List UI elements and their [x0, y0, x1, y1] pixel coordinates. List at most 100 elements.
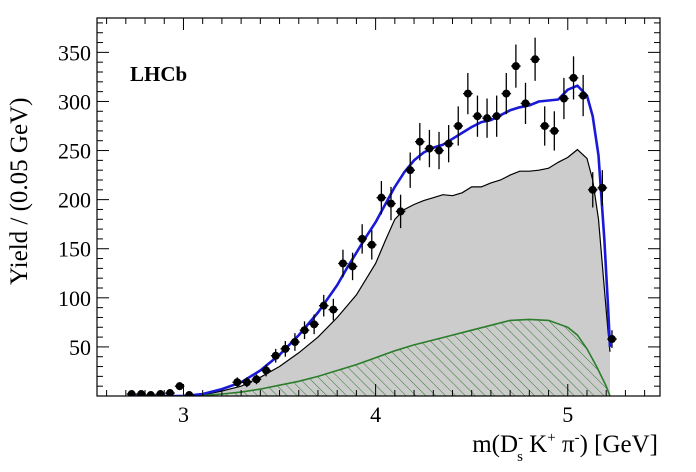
- point-marker: [377, 193, 386, 202]
- y-tick-label: 250: [58, 139, 91, 164]
- point-marker: [262, 366, 271, 375]
- data-point: [242, 377, 252, 388]
- point-marker: [483, 114, 492, 123]
- data-point: [270, 348, 281, 363]
- point-marker: [406, 166, 415, 175]
- data-point: [568, 56, 579, 100]
- data-point: [482, 98, 492, 138]
- data-point: [559, 77, 569, 120]
- data-point: [549, 111, 560, 151]
- point-marker: [463, 89, 472, 98]
- data-point: [366, 230, 377, 260]
- point-marker: [252, 375, 261, 384]
- data-point: [434, 131, 444, 170]
- point-marker: [358, 234, 367, 243]
- data-point: [453, 106, 464, 146]
- y-tick-label: 100: [58, 286, 91, 311]
- data-point: [443, 125, 454, 163]
- data-point: [587, 172, 598, 208]
- point-marker: [290, 338, 299, 346]
- data-point: [578, 74, 588, 117]
- point-marker: [444, 139, 453, 148]
- point-marker: [300, 326, 309, 335]
- data-point: [280, 341, 291, 357]
- data-point: [415, 123, 425, 161]
- data-point: [155, 390, 166, 396]
- data-point: [386, 186, 396, 221]
- point-marker: [233, 378, 242, 387]
- data-point: [251, 374, 262, 385]
- point-marker: [396, 207, 405, 216]
- point-marker: [415, 137, 424, 146]
- x-tick-label: 5: [562, 402, 573, 427]
- experiment-label: LHCb: [130, 62, 187, 86]
- point-marker: [310, 320, 319, 329]
- data-point: [424, 129, 435, 168]
- point-marker: [511, 62, 520, 71]
- point-marker: [588, 185, 597, 194]
- data-point: [309, 314, 319, 335]
- point-marker: [531, 55, 540, 64]
- point-marker: [521, 99, 530, 108]
- data-point: [511, 44, 521, 88]
- data-point: [318, 294, 329, 317]
- x-tick-label: 4: [370, 402, 381, 427]
- point-marker: [598, 183, 607, 192]
- data-point: [607, 330, 617, 348]
- point-marker: [492, 112, 501, 121]
- data-point: [463, 72, 473, 115]
- point-marker: [386, 199, 395, 208]
- point-marker: [559, 94, 568, 103]
- point-marker: [185, 391, 194, 396]
- point-marker: [175, 382, 184, 391]
- x-axis-title: m(D-s K+ π-) [GeV]: [472, 430, 658, 465]
- point-marker: [156, 390, 165, 396]
- data-point: [472, 95, 483, 137]
- data-point: [136, 390, 146, 396]
- point-marker: [146, 391, 155, 396]
- point-marker: [425, 144, 434, 153]
- y-tick-label: 50: [69, 335, 91, 360]
- point-marker: [569, 73, 578, 82]
- hatched-component-outline: [135, 318, 611, 396]
- data-point: [491, 95, 502, 137]
- data-point: [539, 106, 550, 146]
- point-marker: [550, 126, 559, 135]
- point-marker: [454, 122, 463, 130]
- background-outline: [135, 148, 611, 396]
- point-marker: [502, 89, 511, 98]
- data-point: [174, 382, 185, 391]
- point-marker: [271, 351, 280, 360]
- data-point: [530, 37, 540, 81]
- data-point: [232, 377, 243, 388]
- y-tick-label: 350: [58, 40, 91, 65]
- point-marker: [473, 112, 482, 121]
- y-tick-label: 300: [58, 89, 91, 114]
- x-tick-label: 3: [178, 402, 189, 427]
- plot-frame: [96, 17, 661, 397]
- data-point: [501, 72, 512, 115]
- data-point: [328, 298, 339, 321]
- data-point: [299, 321, 310, 340]
- data-point: [597, 170, 608, 206]
- data-point: [520, 82, 531, 125]
- data-point: [405, 152, 416, 188]
- y-tick-label: 150: [58, 237, 91, 262]
- point-marker: [348, 262, 357, 271]
- point-marker: [319, 301, 328, 310]
- data-point: [261, 364, 271, 377]
- y-axis-title: Yield / (0.05 GeV): [6, 98, 33, 285]
- point-marker: [435, 146, 444, 155]
- point-marker: [367, 240, 376, 249]
- point-marker: [607, 335, 616, 344]
- data-point: [395, 194, 406, 229]
- point-marker: [137, 390, 146, 396]
- point-marker: [579, 91, 588, 100]
- point-marker: [166, 389, 175, 396]
- data-point: [357, 224, 367, 254]
- data-point: [290, 333, 300, 351]
- data-point: [145, 391, 156, 396]
- point-marker: [540, 122, 549, 130]
- point-marker: [338, 259, 347, 268]
